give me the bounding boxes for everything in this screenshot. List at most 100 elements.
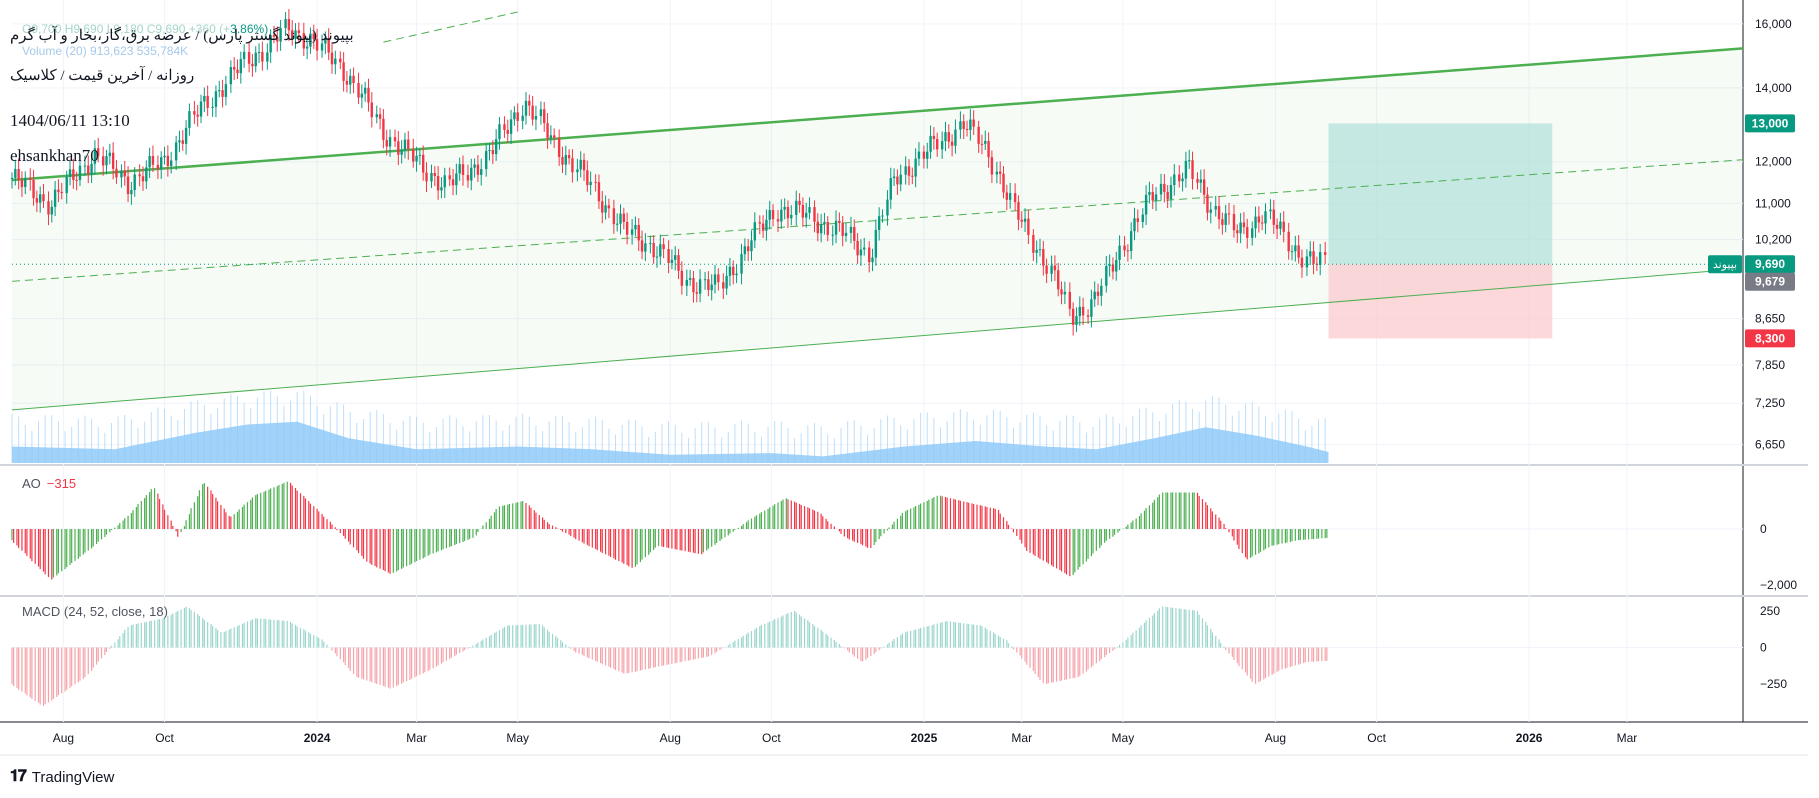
candle-body bbox=[1275, 224, 1279, 229]
candle-body bbox=[138, 174, 141, 177]
candle-body bbox=[133, 174, 136, 190]
trendline-3 bbox=[383, 11, 518, 43]
candle-body bbox=[1068, 291, 1072, 309]
candle-body bbox=[1272, 209, 1275, 225]
candle-body bbox=[203, 95, 206, 102]
candle-body bbox=[1318, 252, 1322, 265]
candle-body bbox=[488, 150, 491, 152]
candle-body bbox=[722, 282, 725, 289]
candle-body bbox=[886, 199, 889, 216]
candle-body bbox=[1008, 193, 1012, 200]
candle-body bbox=[528, 100, 531, 106]
candle-body bbox=[652, 243, 655, 258]
price-badge-prev_close bbox=[1745, 272, 1795, 291]
candle-body bbox=[1206, 194, 1209, 213]
candle-body bbox=[72, 169, 75, 180]
time-tick-label: Aug bbox=[1265, 731, 1286, 745]
candle-body bbox=[677, 255, 680, 271]
candle-body bbox=[625, 221, 629, 235]
candle-body bbox=[1282, 221, 1285, 232]
candle-body bbox=[1053, 265, 1057, 271]
candle-body bbox=[868, 247, 871, 263]
candle-body bbox=[680, 270, 684, 286]
candle-body bbox=[1251, 228, 1254, 238]
candle-body bbox=[156, 164, 160, 170]
candle-body bbox=[655, 256, 659, 258]
candle-body bbox=[1169, 185, 1173, 200]
candle-body bbox=[433, 172, 437, 176]
candle-body bbox=[586, 170, 589, 186]
candle-body bbox=[1027, 218, 1030, 235]
candle-body bbox=[257, 52, 261, 54]
candle-body bbox=[1154, 194, 1158, 201]
candle-body bbox=[315, 39, 319, 51]
macd-legend[interactable]: MACD (24, 52, close, 18) bbox=[22, 604, 168, 619]
candle-body bbox=[166, 155, 170, 166]
candle-body bbox=[571, 158, 574, 173]
candle-body bbox=[93, 148, 97, 164]
candle-body bbox=[1214, 206, 1217, 210]
candle-body bbox=[108, 152, 112, 157]
candle-body bbox=[987, 140, 990, 158]
tradingview-logo[interactable]: 𝟏𝟕 TradingView bbox=[10, 768, 114, 786]
ao-legend[interactable]: AO −315 bbox=[22, 476, 76, 491]
candle-body bbox=[174, 142, 178, 161]
candle-body bbox=[178, 140, 181, 143]
candle-body bbox=[783, 206, 786, 210]
candle-body bbox=[765, 219, 768, 231]
candle-body bbox=[534, 116, 538, 120]
candle-body bbox=[130, 189, 133, 195]
price-badge-label: 8,300 bbox=[1755, 331, 1785, 345]
candle-body bbox=[516, 112, 519, 121]
candle-body bbox=[841, 222, 844, 236]
ohlc-readout: O9,700 H9,690 L9,180 C9,690 +360 (+3.86%… bbox=[22, 22, 268, 36]
candle-body bbox=[24, 178, 27, 188]
candle-body bbox=[47, 201, 50, 215]
candle-body bbox=[455, 173, 458, 186]
candle-body bbox=[443, 175, 446, 188]
candle-body bbox=[1309, 251, 1312, 257]
candle-body bbox=[798, 200, 801, 205]
candle-body bbox=[334, 58, 337, 65]
candle-body bbox=[808, 207, 811, 213]
candle-body bbox=[169, 160, 173, 166]
candle-body bbox=[965, 128, 969, 131]
price-tick-label: 10,200 bbox=[1755, 233, 1792, 247]
candle-body bbox=[415, 155, 418, 162]
candle-body bbox=[342, 62, 345, 81]
candle-body bbox=[269, 35, 272, 53]
candle-body bbox=[881, 215, 884, 217]
chart-title: بپیوند (پیوند گستر پارس) / عرضه برق،گاز،… bbox=[10, 28, 354, 44]
candle-body bbox=[856, 240, 859, 256]
candle-body bbox=[959, 121, 962, 130]
candle-body bbox=[1096, 291, 1100, 296]
candle-body bbox=[224, 84, 228, 97]
candle-body bbox=[65, 176, 68, 194]
chart-author: ehsankhan70 bbox=[10, 146, 99, 165]
candle-body bbox=[375, 114, 378, 118]
candle-body bbox=[17, 168, 20, 180]
candle-body bbox=[120, 170, 123, 178]
symbol-badge-label: بپیوند bbox=[1713, 259, 1737, 271]
candle-body bbox=[947, 132, 950, 142]
price-tick-label: 7,250 bbox=[1755, 396, 1785, 410]
candle-body bbox=[549, 135, 553, 139]
candle-body bbox=[320, 43, 324, 51]
candle-body bbox=[363, 87, 367, 94]
candle-body bbox=[111, 152, 115, 169]
candle-body bbox=[1290, 251, 1294, 253]
candle-body bbox=[1108, 264, 1111, 266]
candle-body bbox=[14, 168, 17, 178]
candle-body bbox=[476, 164, 480, 175]
time-tick-label: Oct bbox=[762, 731, 781, 745]
candle-body bbox=[607, 205, 611, 209]
candle-body bbox=[674, 255, 677, 260]
price-tick-label: 16,000 bbox=[1755, 17, 1792, 31]
candle-body bbox=[615, 223, 619, 225]
candle-body bbox=[38, 194, 42, 203]
candle-body bbox=[972, 119, 975, 127]
candle-body bbox=[932, 135, 936, 140]
candle-body bbox=[160, 157, 163, 170]
candle-body bbox=[780, 209, 783, 222]
